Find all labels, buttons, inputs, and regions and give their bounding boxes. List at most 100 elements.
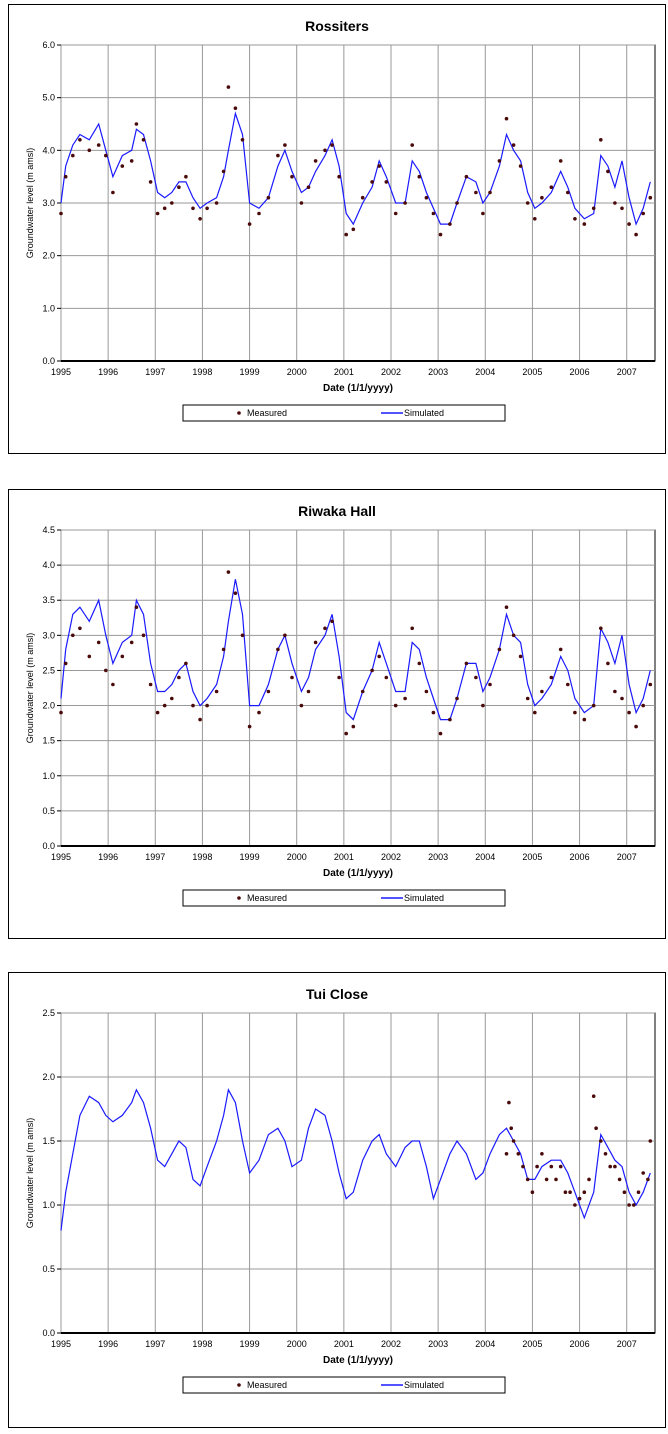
x-axis-title: Date (1/1/yyyy) — [323, 383, 393, 394]
measured-point — [608, 1164, 612, 1169]
measured-point — [632, 1203, 636, 1207]
legend-measured-marker — [237, 1383, 241, 1387]
x-tick-label: 2003 — [428, 1339, 448, 1349]
x-tick-label: 2006 — [570, 1339, 590, 1349]
measured-point — [266, 689, 271, 694]
measured-point — [313, 640, 318, 645]
measured-point — [617, 1177, 622, 1182]
measured-point — [403, 696, 407, 701]
y-axis-title: Groundwater level (m amsl) — [25, 633, 35, 744]
measured-point — [648, 195, 653, 200]
y-tick-label: 0.0 — [42, 1328, 55, 1338]
measured-point — [591, 703, 596, 708]
measured-point — [337, 174, 341, 179]
measured-point — [488, 682, 492, 687]
measured-point — [641, 211, 645, 216]
x-tick-label: 2007 — [617, 852, 637, 862]
measured-point — [344, 731, 349, 736]
measured-point — [620, 696, 624, 701]
measured-point — [257, 211, 261, 216]
x-tick-label: 1995 — [51, 1339, 71, 1349]
measured-point — [403, 201, 407, 205]
measured-point — [525, 696, 530, 701]
measured-point — [504, 116, 509, 121]
measured-point — [299, 703, 304, 708]
measured-point — [511, 143, 516, 147]
y-tick-label: 1.0 — [42, 1200, 55, 1210]
measured-point — [393, 211, 398, 216]
x-tick-label: 2003 — [428, 367, 448, 377]
measured-point — [104, 153, 108, 158]
measured-point — [431, 710, 436, 715]
measured-point — [535, 1164, 539, 1169]
tui-close-chart-panel: Tui Close 1995 1996 1997 1998 1999 2000 2001 200… — [8, 972, 666, 1428]
measured-point — [540, 689, 544, 694]
measured-point — [613, 689, 617, 694]
x-tick-label: 2004 — [475, 367, 495, 377]
plot-area — [60, 1012, 656, 1334]
measured-point — [351, 227, 356, 232]
measured-point — [323, 626, 327, 631]
measured-point — [78, 626, 82, 631]
measured-point — [636, 1190, 641, 1194]
measured-point — [533, 217, 537, 221]
y-tick-label: 2.5 — [42, 665, 55, 675]
y-tick-label: 1.5 — [42, 1136, 55, 1146]
measured-point — [247, 222, 252, 226]
measured-point — [603, 1152, 608, 1156]
measured-point — [198, 217, 202, 221]
measured-point — [448, 222, 452, 226]
measured-point — [488, 190, 492, 195]
measured-point — [177, 675, 181, 680]
measured-point — [63, 661, 68, 666]
measured-point — [306, 185, 311, 189]
rossiters-chart-svg: Rossiters 1995 1996 1997 1998 1999 2000 2001 200… — [25, 18, 656, 422]
riwaka-hall-chart-svg: Riwaka Hall 1995 1996 1997 1998 1999 2000 2001 2… — [25, 503, 656, 907]
measured-point — [162, 703, 167, 708]
measured-point — [290, 675, 294, 680]
measured-point — [540, 195, 544, 200]
legend-measured-marker — [237, 896, 241, 900]
x-tick-label: 1997 — [145, 852, 165, 862]
x-tick-label: 1997 — [145, 1339, 165, 1349]
measured-point — [606, 169, 610, 174]
x-tick-label: 1998 — [192, 852, 212, 862]
x-tick-label: 2001 — [334, 367, 354, 377]
measured-point — [59, 211, 63, 216]
measured-point — [558, 647, 563, 652]
measured-point — [226, 570, 231, 574]
legend-box — [182, 1376, 506, 1394]
measured-point — [360, 689, 365, 694]
legend-measured-label: Measured — [247, 893, 287, 903]
riwaka-hall-chart-panel: Riwaka Hall 1995 1996 1997 1998 1999 2000 2001 2… — [8, 489, 666, 939]
measured-point — [591, 1094, 596, 1098]
x-tick-label: 2000 — [287, 1339, 307, 1349]
legend-simulated-label: Simulated — [404, 408, 444, 418]
simulated-series-line — [60, 111, 651, 226]
measured-point — [96, 143, 101, 147]
measured-point — [162, 206, 167, 211]
y-tick-label: 1.0 — [42, 771, 55, 781]
y-tick-label: 0.0 — [42, 841, 55, 851]
x-tick-label: 2000 — [287, 852, 307, 862]
measured-point — [370, 668, 374, 673]
measured-point — [266, 195, 271, 200]
measured-point — [577, 1196, 582, 1201]
measured-point — [507, 1100, 511, 1105]
x-tick-label: 2007 — [617, 1339, 637, 1349]
measured-point — [148, 682, 153, 687]
y-tick-label: 5.0 — [42, 93, 55, 103]
measured-point — [549, 185, 554, 189]
measured-point — [87, 654, 92, 659]
measured-point — [627, 1203, 631, 1207]
measured-point — [214, 689, 219, 694]
measured-point — [438, 731, 443, 736]
measured-point — [511, 1139, 516, 1143]
measured-point — [63, 174, 68, 179]
y-tick-label: 3.0 — [42, 198, 55, 208]
x-tick-label: 1999 — [240, 1339, 260, 1349]
measured-point — [641, 1171, 645, 1175]
legend-simulated-label: Simulated — [404, 893, 444, 903]
measured-point — [306, 689, 311, 694]
chart-title: Tui Close — [306, 986, 368, 1002]
